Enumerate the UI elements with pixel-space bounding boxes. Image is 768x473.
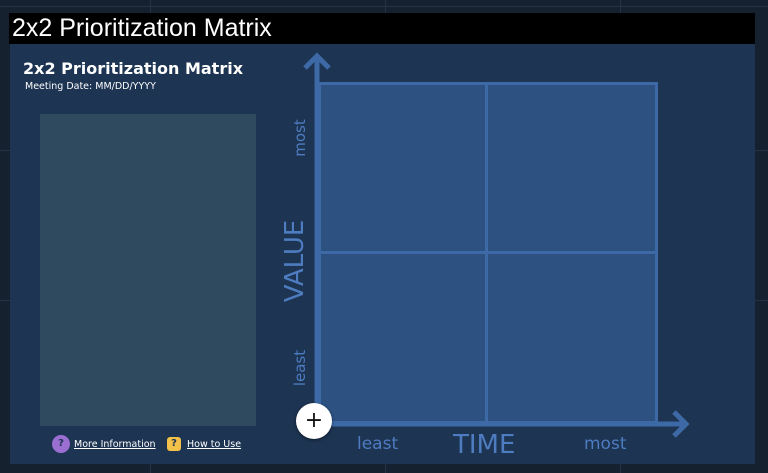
y-axis-high-label: most [291, 119, 309, 157]
how-to-use-label: How to Use [187, 438, 242, 450]
canvas-grid-line [0, 6, 768, 7]
how-to-use-link[interactable]: ? How to Use [167, 437, 241, 451]
more-information-link[interactable]: ? More Information [54, 437, 156, 451]
window-title: 2x2 Prioritization Matrix [9, 13, 755, 44]
add-item-button[interactable]: + [296, 403, 332, 439]
x-axis-arrowhead-icon [672, 410, 690, 438]
x-axis-high-label: most [584, 434, 627, 454]
quadrant-divider-horizontal [318, 251, 658, 254]
y-axis-arrowhead-icon [303, 52, 331, 70]
y-axis-title: VALUE [280, 219, 310, 303]
help-badge-icon: ? [54, 437, 68, 451]
notes-panel[interactable] [40, 114, 256, 426]
board-title: 2x2 Prioritization Matrix [23, 59, 244, 78]
meeting-date[interactable]: Meeting Date: MM/DD/YYYY [25, 81, 156, 92]
more-information-label: More Information [74, 438, 156, 450]
y-axis-low-label: least [291, 349, 309, 387]
x-axis-title: TIME [453, 430, 516, 460]
x-axis-low-label: least [357, 434, 399, 454]
question-icon: ? [167, 437, 181, 451]
